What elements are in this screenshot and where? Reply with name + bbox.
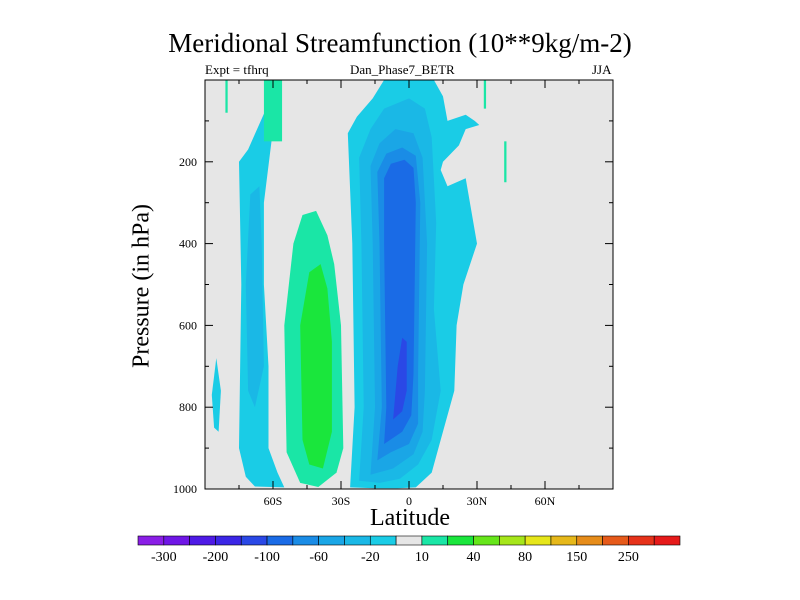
season-label: JJA xyxy=(592,62,612,77)
colorbar-label: 150 xyxy=(566,550,587,565)
x-tick-label: 0 xyxy=(406,494,412,508)
colorbar-swatch xyxy=(421,535,449,546)
colorbar-label: -200 xyxy=(203,550,229,565)
x-tick-label: 60N xyxy=(535,494,556,508)
x-axis-label: Latitude xyxy=(370,505,450,531)
colorbar-swatch xyxy=(653,535,681,546)
y-tick-label: 200 xyxy=(179,155,197,169)
x-tick-label: 30N xyxy=(467,494,488,508)
contour-region-neg6-14 xyxy=(393,337,407,420)
colorbar-swatch xyxy=(163,535,190,546)
experiment-label: Expt = tfhrq xyxy=(205,62,269,77)
colorbar-swatch xyxy=(447,535,474,546)
colorbar-swatch xyxy=(602,535,629,546)
y-tick-label: 1000 xyxy=(173,482,197,496)
colorbar-swatch xyxy=(292,535,319,546)
colorbar-label: 250 xyxy=(618,550,639,565)
colorbar-swatch xyxy=(628,535,655,546)
contour-region-pos1-8 xyxy=(504,141,507,183)
case-name-label: Dan_Phase7_BETR xyxy=(350,62,455,77)
colorbar-swatch xyxy=(318,535,345,546)
colorbar-label: 10 xyxy=(415,550,429,565)
colorbar-swatch xyxy=(576,535,603,546)
y-tick-label: 400 xyxy=(179,237,197,251)
colorbar-swatch xyxy=(369,535,397,546)
colorbar-label: 80 xyxy=(518,550,532,565)
colorbar-swatch xyxy=(189,535,216,546)
colorbar-swatch xyxy=(215,535,242,546)
contour-region-neg5-13 xyxy=(384,159,416,445)
colorbar-swatch xyxy=(137,535,165,546)
x-tick-label: 60S xyxy=(264,494,283,508)
colorbar-swatch xyxy=(550,535,578,546)
chart-title: Meridional Streamfunction (10**9kg/m-2) xyxy=(168,28,632,58)
contour-region-neg1-2 xyxy=(211,358,221,432)
y-tick-label: 600 xyxy=(179,318,197,332)
contour-region-pos1-6 xyxy=(225,80,228,113)
contour-region-pos2-4 xyxy=(300,264,332,469)
contour-region-neg2-1 xyxy=(245,186,264,408)
contour-region-pos1-7 xyxy=(483,80,487,109)
colorbar-swatch xyxy=(240,535,268,546)
y-tick-label: 800 xyxy=(179,400,197,414)
colorbar-swatch xyxy=(473,535,500,546)
colorbar-swatch xyxy=(499,535,526,546)
contour-region-pos1-5 xyxy=(263,80,283,142)
x-tick-label: 30S xyxy=(332,494,351,508)
colorbar-label: -60 xyxy=(309,550,328,565)
colorbar-label: 40 xyxy=(467,550,481,565)
colorbar-swatch xyxy=(344,535,371,546)
colorbar-swatch xyxy=(395,535,423,546)
colorbar-label: -300 xyxy=(151,550,177,565)
colorbar-label: -20 xyxy=(361,550,380,565)
colorbar-swatch xyxy=(524,535,552,546)
colorbar-swatch xyxy=(266,535,294,546)
colorbar-label: -100 xyxy=(254,550,280,565)
